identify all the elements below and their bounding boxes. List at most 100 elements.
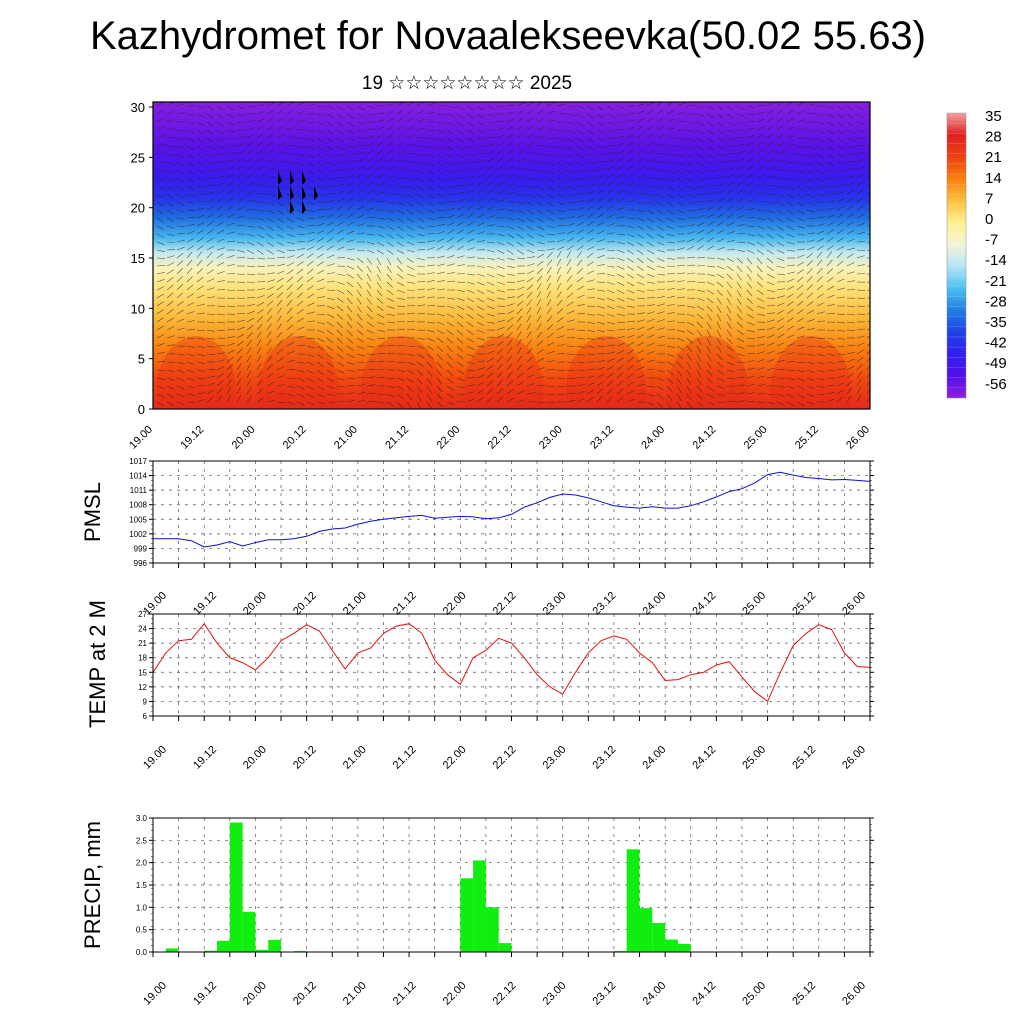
wind-barb: [486, 136, 495, 139]
wind-barb: [796, 217, 805, 222]
wind-barb: [386, 344, 396, 347]
wind-barb: [316, 278, 325, 283]
wind-barb: [706, 245, 714, 251]
wind-barb: [686, 185, 695, 190]
wind-barb: [566, 369, 575, 372]
wind-barb: [776, 325, 785, 331]
wind-barb: [636, 209, 645, 213]
wind-barb: [556, 121, 566, 123]
wind-barb: [196, 377, 206, 379]
wind-barb: [526, 225, 534, 231]
wind-barb: [386, 313, 395, 316]
wind-barb: [486, 289, 495, 294]
wind-barb: [396, 241, 404, 247]
wind-barb: [266, 315, 273, 323]
wind-barb: [156, 144, 165, 147]
wind-barb: [766, 102, 775, 107]
wind-barb: [706, 113, 715, 119]
wind-barb: [856, 121, 865, 125]
wind-barb: [266, 225, 274, 231]
wind-barb: [536, 249, 545, 252]
wind-barb: [446, 377, 454, 384]
wind-barb: [496, 326, 505, 331]
wind-barb: [436, 145, 445, 151]
wind-barb: [626, 225, 635, 229]
wind-barb: [166, 262, 175, 267]
wind-barb: [416, 345, 425, 349]
wind-barb: [816, 193, 825, 197]
wind-barb: [596, 305, 605, 309]
wind-barb: [536, 177, 545, 182]
wind-barb: [486, 365, 494, 371]
wind-barb: [636, 312, 645, 315]
wind-barb: [296, 326, 305, 331]
wind-barb: [656, 361, 666, 364]
wind-barb: [326, 153, 335, 159]
wind-barb: [826, 237, 834, 243]
wind-barb: [176, 193, 185, 199]
wind-barb: [466, 121, 474, 127]
wind-barb: [176, 103, 185, 107]
wind-barb: [816, 245, 824, 251]
wind-barb: [796, 248, 805, 251]
wind-barb: [276, 384, 285, 387]
wind-barb: [736, 353, 745, 356]
wind-barb: [526, 249, 535, 254]
precip-bar: [217, 940, 230, 952]
wind-barb: [456, 113, 464, 119]
wind-barb: [636, 233, 644, 239]
wind-barb: [376, 165, 384, 171]
wind-barb: [406, 361, 415, 366]
wind-barb: [576, 398, 585, 403]
wind-barb: [376, 401, 385, 404]
wind-barb: [516, 347, 522, 355]
wind-barb: [476, 129, 485, 133]
wind-barb: [596, 189, 605, 195]
wind-barb: [256, 388, 264, 395]
wind-barb: [496, 241, 505, 246]
wind-barb: [846, 221, 854, 227]
wind-barb: [486, 224, 495, 227]
wind-barb: [506, 225, 515, 230]
wind-barb: [686, 245, 695, 251]
wind-barb: [346, 105, 354, 111]
wind-barb: [566, 223, 575, 227]
wind-barb: [286, 217, 295, 223]
wind-barb: [376, 265, 382, 274]
wind-barb: [676, 177, 684, 183]
wind-barb: [746, 120, 756, 123]
wind-barb: [286, 109, 295, 115]
wind-barb: [326, 289, 336, 291]
wind-barb: [786, 144, 795, 147]
wind-barb: [516, 158, 525, 163]
wind-barb: [196, 137, 204, 143]
wind-barb: [416, 353, 425, 358]
wind-barb: [416, 304, 425, 307]
wind-barb: [286, 360, 295, 363]
wind-barb: [356, 249, 365, 252]
wind-barb: [286, 316, 293, 323]
wind-barb: [196, 207, 205, 211]
wind-barb: [646, 125, 654, 131]
wind-barb: [646, 342, 655, 347]
wind-barb: [166, 292, 174, 299]
wind-barb: [536, 135, 545, 139]
wind-barb: [226, 336, 235, 339]
wind-barb: [846, 253, 854, 259]
wind-barb: [656, 152, 665, 155]
wind-barb: [336, 229, 344, 235]
wind-barb: [546, 145, 555, 148]
wind-barb: [576, 193, 586, 195]
wind-barb: [446, 263, 455, 267]
wind-barb: [206, 368, 216, 371]
wind-barb: [206, 245, 215, 251]
wind-barb: [806, 103, 815, 107]
wind-barb: [866, 387, 870, 395]
wind-barb: [726, 281, 733, 289]
wind-barb: [666, 312, 675, 315]
wind-barb: [716, 401, 726, 403]
wind-barb: [456, 281, 466, 283]
wind-barb: [446, 137, 454, 143]
wind-barb: [376, 360, 385, 363]
wind-barb: [316, 253, 324, 259]
